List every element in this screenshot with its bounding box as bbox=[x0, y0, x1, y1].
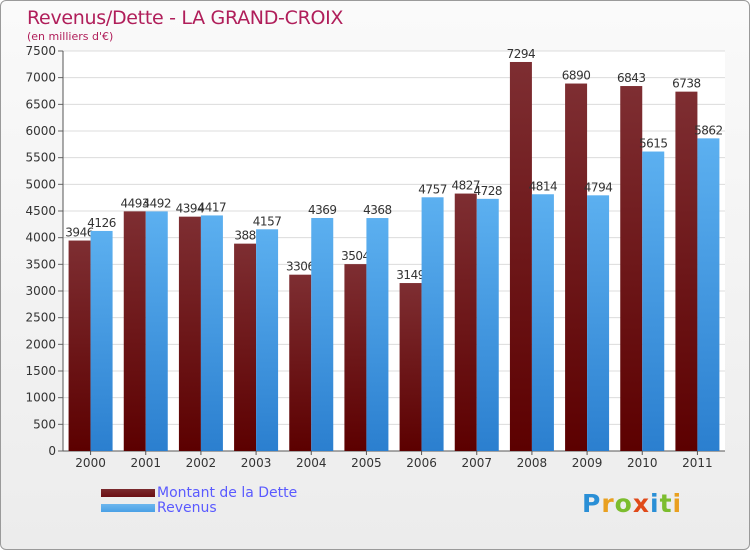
x-tick-label: 2005 bbox=[351, 456, 382, 470]
y-tick-label: 5500 bbox=[25, 151, 56, 165]
bar-revenus bbox=[90, 230, 113, 451]
x-tick-label: 2004 bbox=[296, 456, 327, 470]
data-label-revenus: 4157 bbox=[253, 214, 282, 228]
proxiti-logo: Proxiti bbox=[582, 489, 682, 518]
bar-revenus bbox=[256, 229, 279, 451]
logo-letter: o bbox=[614, 489, 633, 518]
bar-dette bbox=[68, 240, 91, 451]
legend-swatch-revenus bbox=[101, 504, 155, 512]
data-label-dette: 4493 bbox=[120, 196, 149, 210]
x-tick-label: 2001 bbox=[130, 456, 161, 470]
data-label-dette: 3149 bbox=[396, 268, 425, 282]
legend-swatch-dette bbox=[101, 489, 155, 497]
bar-revenus bbox=[476, 198, 499, 451]
data-label-revenus: 4814 bbox=[529, 179, 558, 193]
y-tick-label: 0 bbox=[48, 444, 56, 458]
legend-label-revenus: Revenus bbox=[157, 500, 217, 516]
x-tick-label: 2011 bbox=[682, 456, 713, 470]
bar-dette bbox=[454, 193, 477, 451]
bar-dette bbox=[178, 216, 201, 451]
x-tick-label: 2009 bbox=[572, 456, 603, 470]
y-tick-label: 3000 bbox=[25, 284, 56, 298]
y-tick-label: 2500 bbox=[25, 311, 56, 325]
bar-dette bbox=[509, 61, 532, 452]
chart-title: Revenus/Dette - LA GRAND-CROIX bbox=[27, 7, 344, 29]
bar-revenus bbox=[200, 215, 223, 451]
y-tick-label: 7000 bbox=[25, 71, 56, 85]
y-tick-label: 4500 bbox=[25, 204, 56, 218]
data-label-dette: 3946 bbox=[65, 226, 94, 240]
chart-subtitle: (en milliers d'€) bbox=[27, 30, 114, 43]
bar-revenus bbox=[531, 194, 554, 451]
bar-dette bbox=[344, 264, 367, 451]
y-tick-label: 4000 bbox=[25, 231, 56, 245]
data-label-dette: 6738 bbox=[672, 77, 701, 91]
plot-area bbox=[63, 51, 725, 451]
y-tick-label: 5000 bbox=[25, 177, 56, 191]
y-tick-label: 500 bbox=[33, 417, 56, 431]
y-tick-label: 1500 bbox=[25, 364, 56, 378]
y-tick-label: 6000 bbox=[25, 124, 56, 138]
x-tick-label: 2003 bbox=[241, 456, 272, 470]
bar-revenus bbox=[697, 138, 720, 452]
bar-dette bbox=[565, 83, 588, 452]
logo-letter: x bbox=[632, 489, 650, 518]
x-tick-label: 2002 bbox=[186, 456, 217, 470]
logo-letter: i bbox=[672, 489, 683, 518]
y-tick-label: 3500 bbox=[25, 257, 56, 271]
data-label-revenus: 4794 bbox=[584, 180, 613, 194]
bar-dette bbox=[675, 91, 698, 451]
data-label-revenus: 4757 bbox=[418, 182, 447, 196]
y-tick-label: 7500 bbox=[25, 44, 56, 58]
bar-revenus bbox=[311, 217, 334, 451]
data-label-revenus: 4369 bbox=[308, 203, 337, 217]
logo-letter: t bbox=[659, 489, 673, 518]
data-label-dette: 3306 bbox=[286, 260, 315, 274]
bar-dette bbox=[620, 86, 643, 451]
logo-letter: P bbox=[582, 489, 602, 518]
data-label-revenus: 4417 bbox=[198, 200, 227, 214]
bar-dette bbox=[399, 283, 422, 451]
data-label-dette: 6843 bbox=[617, 71, 646, 85]
data-label-dette: 7294 bbox=[507, 47, 536, 61]
data-label-revenus: 5862 bbox=[694, 123, 723, 137]
data-label-dette: 3504 bbox=[341, 249, 370, 263]
data-label-revenus: 5615 bbox=[639, 137, 668, 151]
y-tick-label: 1000 bbox=[25, 391, 56, 405]
data-label-revenus: 4492 bbox=[142, 196, 171, 210]
data-label-revenus: 4368 bbox=[363, 203, 392, 217]
y-tick-label: 6500 bbox=[25, 97, 56, 111]
x-tick-label: 2008 bbox=[517, 456, 548, 470]
bar-dette bbox=[289, 274, 312, 451]
bar-revenus bbox=[642, 151, 665, 452]
x-tick-label: 2000 bbox=[75, 456, 106, 470]
data-label-dette: 4394 bbox=[176, 202, 205, 216]
data-label-revenus: 4126 bbox=[87, 216, 116, 230]
bar-dette bbox=[123, 211, 146, 451]
bar-dette bbox=[234, 243, 257, 451]
data-label-revenus: 4728 bbox=[473, 184, 502, 198]
y-tick-label: 2000 bbox=[25, 337, 56, 351]
logo-letter: r bbox=[601, 489, 615, 518]
x-tick-label: 2010 bbox=[627, 456, 658, 470]
legend-label-dette: Montant de la Dette bbox=[157, 485, 298, 501]
x-tick-label: 2007 bbox=[461, 456, 492, 470]
bar-revenus bbox=[587, 195, 610, 451]
data-label-dette: 388 bbox=[234, 229, 255, 243]
bar-revenus bbox=[145, 211, 168, 451]
x-tick-label: 2006 bbox=[406, 456, 437, 470]
bar-revenus bbox=[421, 197, 444, 451]
data-label-dette: 4827 bbox=[451, 179, 480, 193]
data-label-dette: 6890 bbox=[562, 69, 591, 83]
logo-letter: i bbox=[650, 489, 660, 518]
bar-revenus bbox=[366, 218, 389, 451]
